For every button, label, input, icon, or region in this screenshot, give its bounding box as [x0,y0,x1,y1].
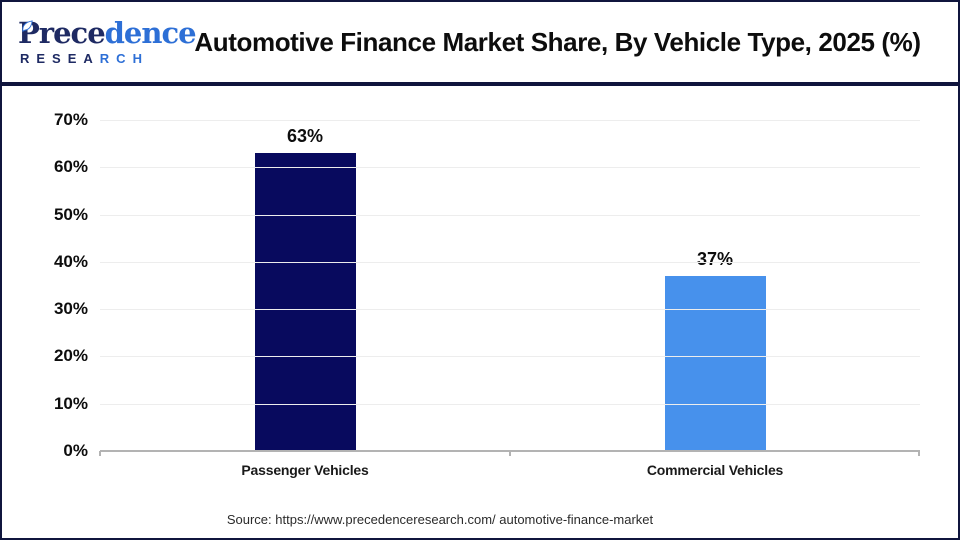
logo-subtitle-dark: RESEA [20,50,100,66]
logo-text-light: dence [104,15,197,50]
logo-text-dark: Prece [18,15,106,50]
axis-tick-right [918,451,920,456]
gridline [100,214,920,216]
precedence-research-logo: Precedence RESEARCH [2,15,197,66]
y-tick-label: 0% [63,441,88,460]
value-label-commercial: 37% [696,249,734,270]
category-label-passenger: Passenger Vehicles [241,462,369,478]
gridline [100,261,920,263]
logo-subtitle: RESEARCH [18,51,187,66]
category-label-commercial: Commercial Vehicles [646,462,784,478]
footer: Source: https://www.precedenceresearch.c… [2,500,958,538]
gridline [100,167,920,169]
value-label-passenger: 63% [286,126,324,147]
y-tick-label: 40% [53,251,88,271]
chart-title: Automotive Finance Market Share, By Vehi… [194,26,921,57]
y-tick-label: 60% [53,157,88,177]
gridline [100,403,920,405]
logo-subtitle-light: RCH [99,50,149,66]
y-tick-label: 10% [53,393,88,413]
y-tick-label: 50% [53,204,88,224]
header-divider [2,82,958,86]
axis-tick-center [509,451,511,456]
y-tick-label: 70% [53,110,88,129]
plot-area: 63% 37% Passenger Vehicles Commercial Ve… [2,86,958,500]
gridline [100,356,920,358]
source-text: Source: https://www.precedenceresearch.c… [226,511,654,527]
logo-wordmark: Precedence [18,15,197,50]
y-tick-label: 20% [53,346,88,366]
gridline [100,120,920,121]
bar-commercial-vehicles [664,276,766,451]
gridline [100,309,920,311]
bar-passenger-vehicles [254,153,356,451]
header: Precedence RESEARCH Automotive Finance M… [2,2,958,82]
x-axis-line [100,450,920,452]
axis-tick-left [99,451,101,456]
y-tick-label: 30% [53,299,88,319]
